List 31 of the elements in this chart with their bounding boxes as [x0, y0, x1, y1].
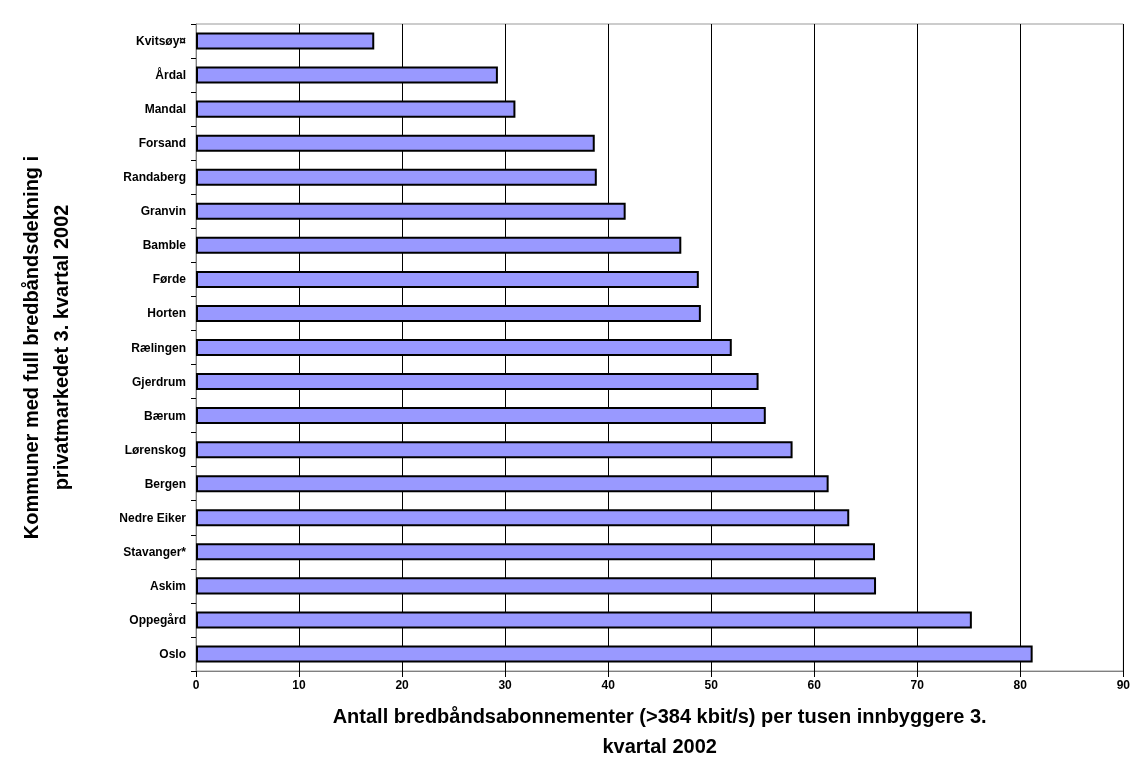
- x-tick-label: 90: [1116, 678, 1131, 692]
- y-axis-title: Kommuner med full bredbåndsdekning i privatmarkedet 3. kvartal 2002: [20, 155, 72, 540]
- x-tick-label: 0: [192, 678, 200, 692]
- y-tick-label: Stavanger*: [123, 544, 187, 559]
- x-tick-label: 40: [601, 678, 616, 692]
- y-tick-label: Førde: [152, 272, 187, 287]
- x-tick-label: 50: [704, 678, 719, 692]
- x-axis-title: Antall bredbåndsabonnementer (>384 kbit/s) per tusen innbyggere 3. kvartal 2002: [332, 705, 987, 757]
- y-tick-label: Bamble: [142, 238, 187, 253]
- y-tick-label: Rælingen: [131, 340, 186, 355]
- y-tick-label: Bergen: [144, 476, 186, 491]
- x-tick-label: 20: [395, 678, 410, 692]
- x-tick-label: 70: [910, 678, 925, 692]
- y-tick-label: Mandal: [144, 102, 186, 117]
- y-tick-label: Kvitsøy¤: [135, 34, 187, 49]
- x-tick-label: 30: [498, 678, 513, 692]
- y-tick-label: Oslo: [159, 646, 186, 661]
- y-tick-label: Bærum: [143, 408, 186, 423]
- y-tick-label: Nedre Eiker: [119, 510, 187, 525]
- y-tick-label: Randaberg: [123, 170, 186, 185]
- x-tick-label: 80: [1013, 678, 1028, 692]
- y-tick-label: Gjerdrum: [131, 374, 186, 389]
- x-tick-label: 60: [807, 678, 822, 692]
- y-tick-label: Årdal: [155, 67, 186, 83]
- y-tick-label: Granvin: [140, 204, 186, 219]
- y-tick-label: Oppegård: [129, 612, 186, 627]
- y-tick-label: Horten: [147, 306, 186, 321]
- y-tick-label: Forsand: [138, 136, 186, 151]
- y-tick-label: Lørenskog: [124, 442, 186, 457]
- y-tick-label: Askim: [149, 578, 186, 593]
- x-tick-label: 10: [292, 678, 307, 692]
